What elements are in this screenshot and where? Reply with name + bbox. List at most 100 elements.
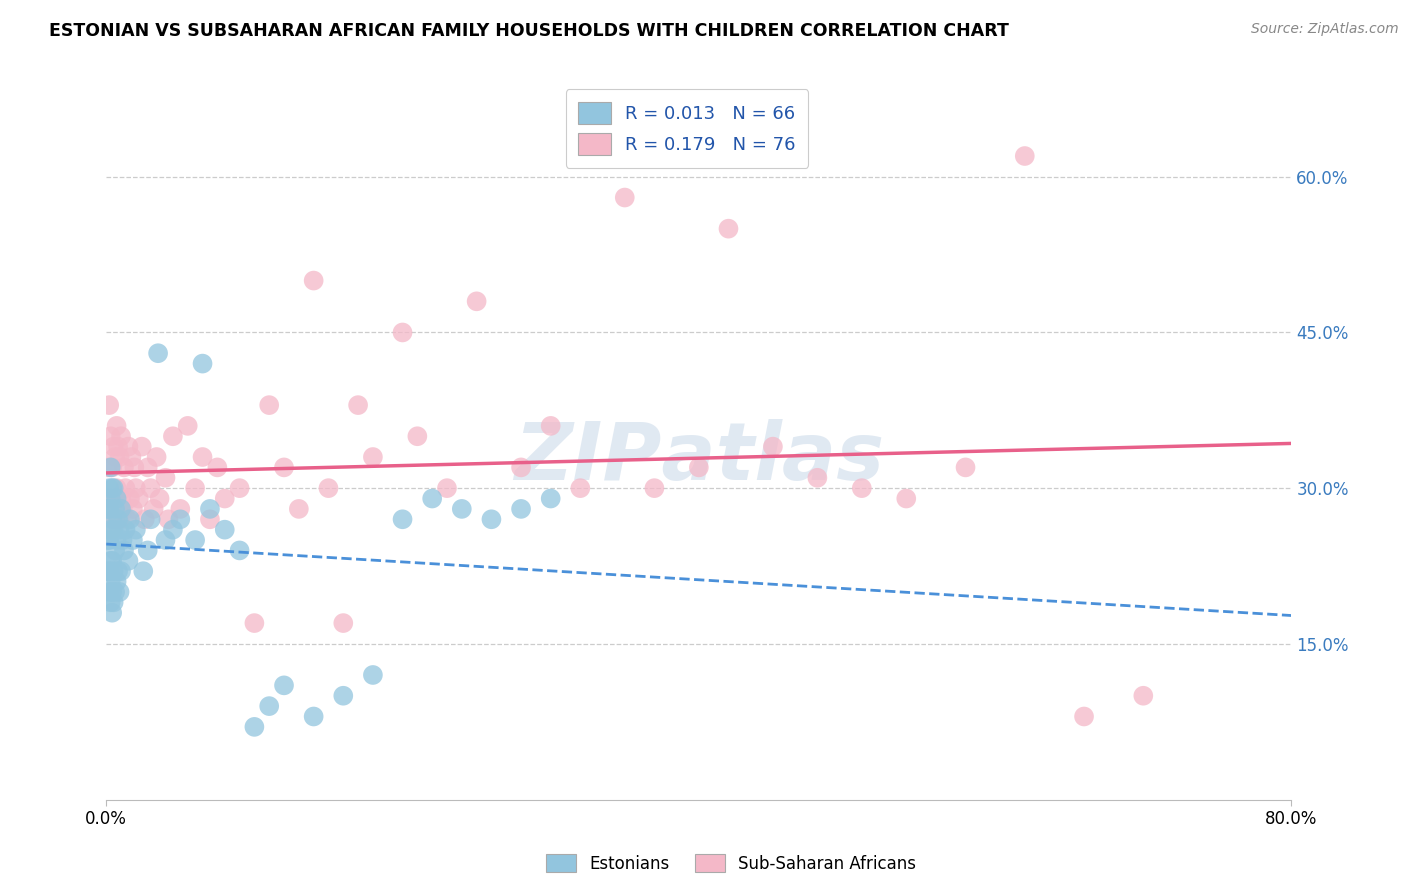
Point — [302, 274, 325, 288]
Point — [103, 523, 125, 537]
Point — [103, 564, 125, 578]
Point — [207, 460, 229, 475]
Point — [112, 543, 135, 558]
Point — [103, 440, 125, 454]
Point — [110, 429, 132, 443]
Point — [436, 481, 458, 495]
Point — [104, 502, 127, 516]
Point — [157, 512, 180, 526]
Point — [104, 543, 127, 558]
Point — [97, 533, 120, 547]
Point — [228, 543, 250, 558]
Point — [117, 440, 139, 454]
Point — [101, 585, 124, 599]
Point — [100, 574, 122, 589]
Point — [107, 502, 129, 516]
Legend: Estonians, Sub-Saharan Africans: Estonians, Sub-Saharan Africans — [540, 847, 922, 880]
Point — [122, 533, 145, 547]
Point — [169, 512, 191, 526]
Point — [107, 512, 129, 526]
Point — [142, 502, 165, 516]
Point — [132, 564, 155, 578]
Point — [101, 523, 124, 537]
Point — [100, 491, 122, 506]
Point — [98, 502, 121, 516]
Point — [131, 440, 153, 454]
Point — [155, 471, 177, 485]
Point — [104, 450, 127, 464]
Point — [136, 460, 159, 475]
Point — [510, 502, 533, 516]
Point — [100, 491, 122, 506]
Point — [105, 574, 128, 589]
Point — [110, 491, 132, 506]
Point — [361, 668, 384, 682]
Point — [98, 502, 121, 516]
Point — [101, 512, 124, 526]
Point — [184, 481, 207, 495]
Point — [101, 606, 124, 620]
Point — [191, 450, 214, 464]
Point — [420, 491, 443, 506]
Point — [332, 616, 354, 631]
Point — [98, 533, 121, 547]
Point — [347, 398, 370, 412]
Point — [302, 709, 325, 723]
Point — [100, 429, 122, 443]
Point — [107, 440, 129, 454]
Point — [97, 564, 120, 578]
Point — [103, 481, 125, 495]
Point — [465, 294, 488, 309]
Point — [98, 481, 121, 495]
Point — [100, 595, 122, 609]
Point — [481, 512, 503, 526]
Point — [111, 502, 134, 516]
Point — [110, 564, 132, 578]
Point — [105, 418, 128, 433]
Point — [198, 512, 221, 526]
Point — [101, 554, 124, 568]
Point — [97, 460, 120, 475]
Point — [762, 440, 785, 454]
Point — [1014, 149, 1036, 163]
Text: ESTONIAN VS SUBSAHARAN AFRICAN FAMILY HOUSEHOLDS WITH CHILDREN CORRELATION CHART: ESTONIAN VS SUBSAHARAN AFRICAN FAMILY HO… — [49, 22, 1010, 40]
Point — [100, 460, 122, 475]
Point — [450, 502, 472, 516]
Point — [146, 346, 169, 360]
Point — [118, 512, 141, 526]
Point — [114, 481, 136, 495]
Point — [391, 326, 413, 340]
Point — [108, 523, 131, 537]
Point — [124, 460, 146, 475]
Point — [97, 502, 120, 516]
Point — [118, 491, 141, 506]
Point — [162, 429, 184, 443]
Point — [104, 585, 127, 599]
Point — [243, 616, 266, 631]
Point — [139, 481, 162, 495]
Point — [122, 502, 145, 516]
Point — [107, 564, 129, 578]
Point — [510, 460, 533, 475]
Point — [288, 502, 311, 516]
Point — [896, 491, 918, 506]
Point — [214, 491, 236, 506]
Point — [717, 221, 740, 235]
Point — [1132, 689, 1154, 703]
Point — [134, 512, 156, 526]
Point — [105, 481, 128, 495]
Point — [688, 460, 710, 475]
Point — [98, 585, 121, 599]
Point — [111, 533, 134, 547]
Point — [540, 418, 562, 433]
Point — [540, 491, 562, 506]
Legend: R = 0.013   N = 66, R = 0.179   N = 76: R = 0.013 N = 66, R = 0.179 N = 76 — [565, 89, 808, 168]
Point — [155, 533, 177, 547]
Point — [108, 450, 131, 464]
Point — [613, 190, 636, 204]
Point — [125, 523, 148, 537]
Point — [406, 429, 429, 443]
Point — [108, 585, 131, 599]
Point — [273, 678, 295, 692]
Point — [191, 357, 214, 371]
